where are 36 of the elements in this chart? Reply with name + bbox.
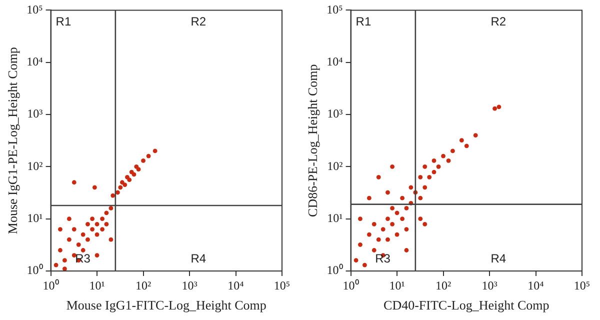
annotation: R3 [75, 251, 91, 266]
x-tick-label: 10⁰ [42, 278, 59, 292]
annotation: R3 [375, 251, 391, 266]
y-tick-label: 10⁵ [26, 2, 43, 16]
x-tick-label: 10⁴ [528, 278, 544, 292]
y-tick-label: 10² [327, 158, 344, 173]
y-tick-label: 10¹ [27, 210, 44, 225]
y-tick-label: 10⁰ [326, 263, 343, 278]
y-tick-label: 10³ [327, 106, 344, 121]
annotation: R1 [356, 14, 372, 29]
y-tick-label: 10⁴ [26, 54, 43, 69]
x-tick-label: 10⁵ [574, 278, 590, 292]
y-tick-label: 10⁴ [326, 54, 343, 69]
annotation: R2 [190, 14, 206, 29]
x-tick-label: 10⁰ [342, 278, 359, 292]
x-axis-title: Mouse IgG1-FITC-Log_Height Comp [66, 298, 266, 313]
x-tick-label: 10² [435, 278, 452, 292]
y-tick-label: 10⁰ [26, 263, 43, 278]
y-tick-label: 10³ [27, 106, 44, 121]
x-axis-title: CD40-FITC-Log_Height Comp [384, 298, 550, 313]
annotation: R4 [190, 251, 206, 266]
x-tick-label: 10¹ [89, 278, 106, 292]
annotation: R2 [490, 14, 506, 29]
x-tick-label: 10³ [182, 278, 198, 292]
y-tick-label: 10⁵ [326, 2, 343, 16]
x-tick-label: 10² [135, 278, 152, 292]
annotation: R4 [490, 251, 506, 266]
x-tick-label: 10⁴ [228, 278, 244, 292]
x-tick-label: 10⁵ [274, 278, 290, 292]
y-tick-label: 10¹ [327, 210, 344, 225]
y-axis-title: Mouse IgG1-PE-Log_Height Comp [5, 47, 20, 234]
annotation: R1 [56, 14, 72, 29]
y-tick-label: 10² [27, 158, 44, 173]
x-tick-label: 10¹ [389, 278, 406, 292]
y-axis-title: CD86-PE-Log_Height Comp [305, 64, 320, 217]
x-tick-label: 10³ [482, 278, 498, 292]
